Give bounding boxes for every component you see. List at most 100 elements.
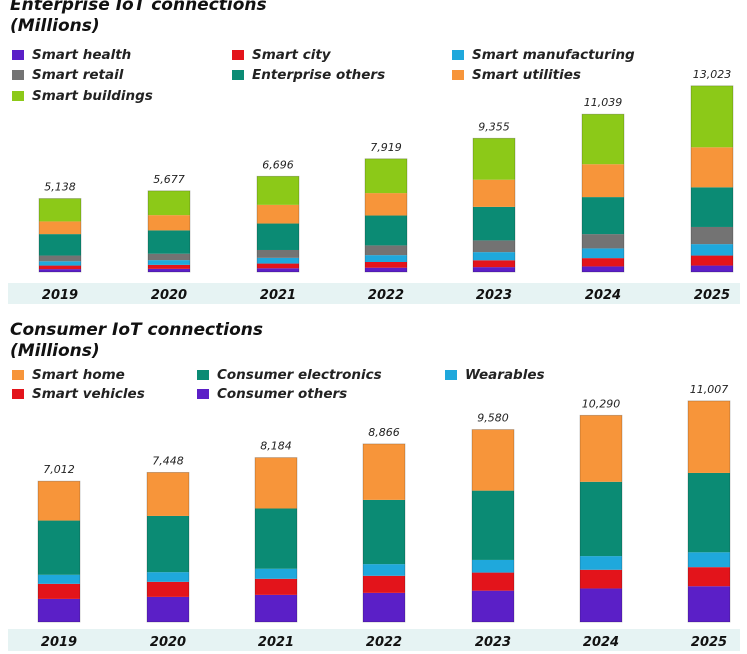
legend-item-enterprise-others: Enterprise others — [232, 67, 385, 83]
bar-segment-wearables-2020 — [147, 572, 189, 582]
bar-segment-enterprise-others-2019 — [39, 234, 81, 256]
x-tick-label-2019: 2019 — [42, 288, 78, 303]
total-label-2024: 10,290 — [582, 397, 621, 410]
legend-label: Smart buildings — [32, 88, 153, 104]
bar-segment-smart-health-2023 — [473, 267, 515, 272]
legend-label: Smart city — [252, 47, 331, 63]
total-label-2019: 5,138 — [44, 181, 76, 194]
bar-segment-smart-vehicles-2025 — [688, 567, 730, 587]
bar-segment-smart-health-2025 — [691, 265, 733, 272]
x-tick-label-2024: 2024 — [585, 288, 621, 303]
bar-segment-consumer-electronics-2022 — [363, 499, 405, 565]
total-label-2023: 9,580 — [477, 412, 509, 425]
consumer-chart-title: Consumer IoT connections — [10, 320, 263, 340]
bar-segment-smart-manufacturing-2024 — [582, 248, 624, 259]
enterprise-iot-chart: 5,138 2019 5,677 2020 6,696 2021 7,919 2022 9,35… — [8, 68, 740, 304]
bar-segment-smart-manufacturing-2025 — [691, 244, 733, 256]
bar-segment-smart-retail-2025 — [691, 226, 733, 245]
bar-segment-consumer-electronics-2020 — [147, 515, 189, 573]
bar-segment-smart-manufacturing-2022 — [365, 255, 407, 262]
legend-label: Consumer electronics — [217, 367, 382, 383]
consumer-chart-subtitle: (Millions) — [10, 341, 100, 361]
bar-segment-consumer-others-2021 — [255, 594, 297, 622]
bar-segment-smart-city-2024 — [582, 258, 624, 267]
bar-segment-smart-utilities-2019 — [39, 221, 81, 235]
x-tick-label-2022: 2022 — [368, 288, 404, 303]
bar-segment-enterprise-others-2020 — [148, 230, 190, 254]
bar-segment-smart-health-2024 — [582, 266, 624, 272]
bar-segment-smart-utilities-2021 — [257, 204, 299, 224]
total-label-2022: 7,919 — [370, 141, 402, 154]
bar-segment-wearables-2023 — [472, 559, 514, 573]
x-axis-band — [8, 283, 740, 304]
bar-segment-smart-city-2025 — [691, 255, 733, 266]
bar-outline-2024 — [581, 113, 625, 273]
bar-outline-2021 — [254, 457, 298, 623]
legend-label: Smart utilities — [472, 67, 581, 83]
bar-segment-wearables-2022 — [363, 564, 405, 576]
bar-segment-smart-manufacturing-2019 — [39, 261, 81, 266]
bar-segment-enterprise-others-2024 — [582, 197, 624, 235]
bar-segment-smart-city-2021 — [257, 263, 299, 269]
bar-outline-2022 — [362, 443, 406, 623]
bar-segment-smart-utilities-2022 — [365, 193, 407, 216]
legend-item-wearables: Wearables — [445, 367, 545, 383]
bar-segment-smart-retail-2023 — [473, 240, 515, 253]
bar-segment-consumer-electronics-2023 — [472, 490, 514, 560]
bar-outline-2023 — [471, 429, 515, 623]
legend-item-smart-city: Smart city — [232, 47, 331, 63]
bar-segment-smart-home-2019 — [38, 481, 80, 521]
bar-segment-smart-home-2024 — [580, 415, 622, 482]
bar-segment-smart-health-2019 — [39, 269, 81, 272]
bar-segment-smart-health-2021 — [257, 268, 299, 272]
swatch-smart-utilities — [452, 70, 464, 80]
bar-outline-2020 — [147, 190, 191, 273]
bar-segment-smart-utilities-2023 — [473, 179, 515, 207]
bar-segment-smart-buildings-2023 — [473, 138, 515, 180]
x-tick-label-2021: 2021 — [258, 635, 294, 650]
swatch-enterprise-others — [232, 70, 244, 80]
bar-segment-wearables-2019 — [38, 574, 80, 584]
bar-segment-wearables-2024 — [580, 556, 622, 570]
bar-segment-smart-buildings-2019 — [39, 198, 81, 222]
total-label-2020: 5,677 — [153, 173, 185, 186]
bar-segment-smart-home-2022 — [363, 443, 405, 500]
bar-segment-consumer-others-2024 — [580, 588, 622, 622]
bar-segment-smart-buildings-2022 — [365, 158, 407, 194]
legend-item-smart-buildings: Smart buildings — [12, 88, 153, 104]
bar-segment-smart-home-2023 — [472, 429, 514, 491]
bar-segment-smart-retail-2021 — [257, 249, 299, 258]
swatch-smart-health — [12, 50, 24, 60]
x-tick-label-2023: 2023 — [475, 635, 511, 650]
x-axis-band — [8, 629, 740, 651]
legend-item-smart-utilities: Smart utilities — [452, 67, 581, 83]
total-label-2025: 13,023 — [693, 68, 732, 81]
x-tick-label-2019: 2019 — [41, 635, 77, 650]
bar-segment-smart-buildings-2024 — [582, 114, 624, 165]
bar-segment-smart-city-2020 — [148, 264, 190, 269]
bar-segment-smart-vehicles-2019 — [38, 583, 80, 599]
bar-segment-smart-buildings-2021 — [257, 176, 299, 205]
legend-label: Smart manufacturing — [472, 47, 635, 63]
x-tick-label-2025: 2025 — [694, 288, 730, 303]
bar-segment-smart-vehicles-2023 — [472, 572, 514, 591]
bar-segment-wearables-2021 — [255, 568, 297, 579]
bar-segment-smart-utilities-2020 — [148, 215, 190, 231]
x-tick-label-2022: 2022 — [366, 635, 402, 650]
x-tick-label-2023: 2023 — [476, 288, 512, 303]
bar-segment-smart-vehicles-2022 — [363, 575, 405, 593]
legend-item-smart-manufacturing: Smart manufacturing — [452, 47, 635, 63]
bar-segment-smart-manufacturing-2023 — [473, 252, 515, 261]
bar-segment-smart-home-2020 — [147, 472, 189, 516]
legend-item-smart-health: Smart health — [12, 47, 131, 63]
swatch-smart-vehicles — [12, 389, 24, 399]
swatch-smart-manufacturing — [452, 50, 464, 60]
x-tick-label-2025: 2025 — [691, 635, 727, 650]
bar-segment-smart-retail-2024 — [582, 234, 624, 249]
bar-segment-smart-utilities-2025 — [691, 147, 733, 188]
bar-segment-smart-city-2022 — [365, 261, 407, 268]
total-label-2021: 8,184 — [260, 440, 292, 453]
bar-segment-smart-utilities-2024 — [582, 164, 624, 198]
legend-label: Smart vehicles — [32, 386, 145, 402]
swatch-wearables — [445, 370, 457, 380]
